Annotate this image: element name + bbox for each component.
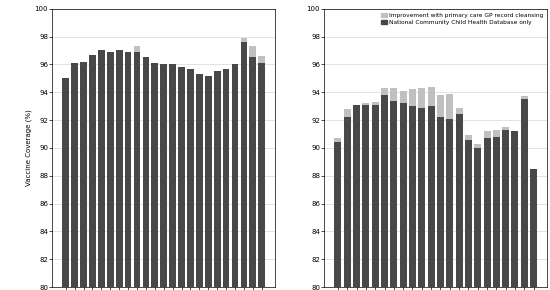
Bar bbox=[474, 148, 481, 287]
Bar bbox=[258, 56, 265, 63]
Bar bbox=[250, 57, 256, 287]
Bar bbox=[409, 89, 416, 106]
Bar bbox=[455, 108, 463, 115]
Bar bbox=[178, 67, 185, 287]
Bar bbox=[437, 95, 444, 117]
Bar bbox=[372, 102, 379, 105]
Bar bbox=[409, 106, 416, 287]
Bar bbox=[344, 117, 351, 287]
Bar bbox=[427, 87, 435, 106]
Bar bbox=[116, 50, 123, 287]
Bar bbox=[530, 169, 537, 287]
Bar bbox=[72, 63, 78, 287]
Bar bbox=[465, 139, 472, 287]
Bar bbox=[493, 137, 500, 287]
Bar bbox=[390, 88, 397, 101]
Bar bbox=[169, 64, 176, 287]
Bar bbox=[427, 106, 435, 287]
Bar bbox=[502, 127, 509, 130]
Bar bbox=[362, 103, 370, 105]
Bar bbox=[483, 138, 491, 287]
Bar bbox=[240, 42, 248, 287]
Bar bbox=[446, 119, 453, 287]
Bar bbox=[419, 88, 425, 108]
Bar bbox=[512, 131, 519, 287]
Bar bbox=[465, 135, 472, 139]
Bar bbox=[196, 74, 203, 287]
Bar bbox=[362, 105, 370, 287]
Bar bbox=[161, 64, 167, 287]
Bar bbox=[493, 130, 500, 137]
Bar bbox=[187, 68, 194, 287]
Legend: Improvement with primary care GP record cleansing, National Community Child Heal: Improvement with primary care GP record … bbox=[379, 12, 544, 26]
Bar bbox=[455, 115, 463, 287]
Bar bbox=[390, 101, 397, 287]
Bar bbox=[474, 144, 481, 148]
Bar bbox=[98, 50, 104, 287]
Bar bbox=[381, 95, 388, 287]
Bar bbox=[334, 142, 342, 287]
Bar bbox=[502, 130, 509, 287]
Bar bbox=[521, 99, 528, 287]
Bar bbox=[223, 68, 229, 287]
Bar bbox=[419, 108, 425, 287]
Bar bbox=[344, 109, 351, 117]
Bar bbox=[134, 46, 140, 52]
Bar bbox=[80, 61, 87, 287]
Bar bbox=[205, 75, 212, 287]
Bar bbox=[151, 63, 158, 287]
Bar bbox=[214, 71, 221, 287]
Bar bbox=[240, 38, 248, 42]
Bar bbox=[142, 57, 149, 287]
Y-axis label: Vaccine Coverage (%): Vaccine Coverage (%) bbox=[25, 110, 32, 186]
Bar bbox=[446, 94, 453, 119]
Bar bbox=[483, 131, 491, 138]
Bar bbox=[437, 117, 444, 287]
Bar bbox=[400, 103, 406, 287]
Bar bbox=[250, 46, 256, 57]
Bar bbox=[62, 78, 69, 287]
Bar bbox=[134, 52, 140, 287]
Bar bbox=[107, 52, 114, 287]
Bar bbox=[258, 63, 265, 287]
Bar bbox=[334, 138, 342, 142]
Bar bbox=[372, 105, 379, 287]
Bar bbox=[353, 105, 360, 287]
Bar bbox=[232, 64, 238, 287]
Bar bbox=[125, 52, 131, 287]
Bar bbox=[521, 96, 528, 99]
Bar bbox=[89, 55, 96, 287]
Bar bbox=[381, 88, 388, 95]
Bar bbox=[400, 91, 406, 103]
